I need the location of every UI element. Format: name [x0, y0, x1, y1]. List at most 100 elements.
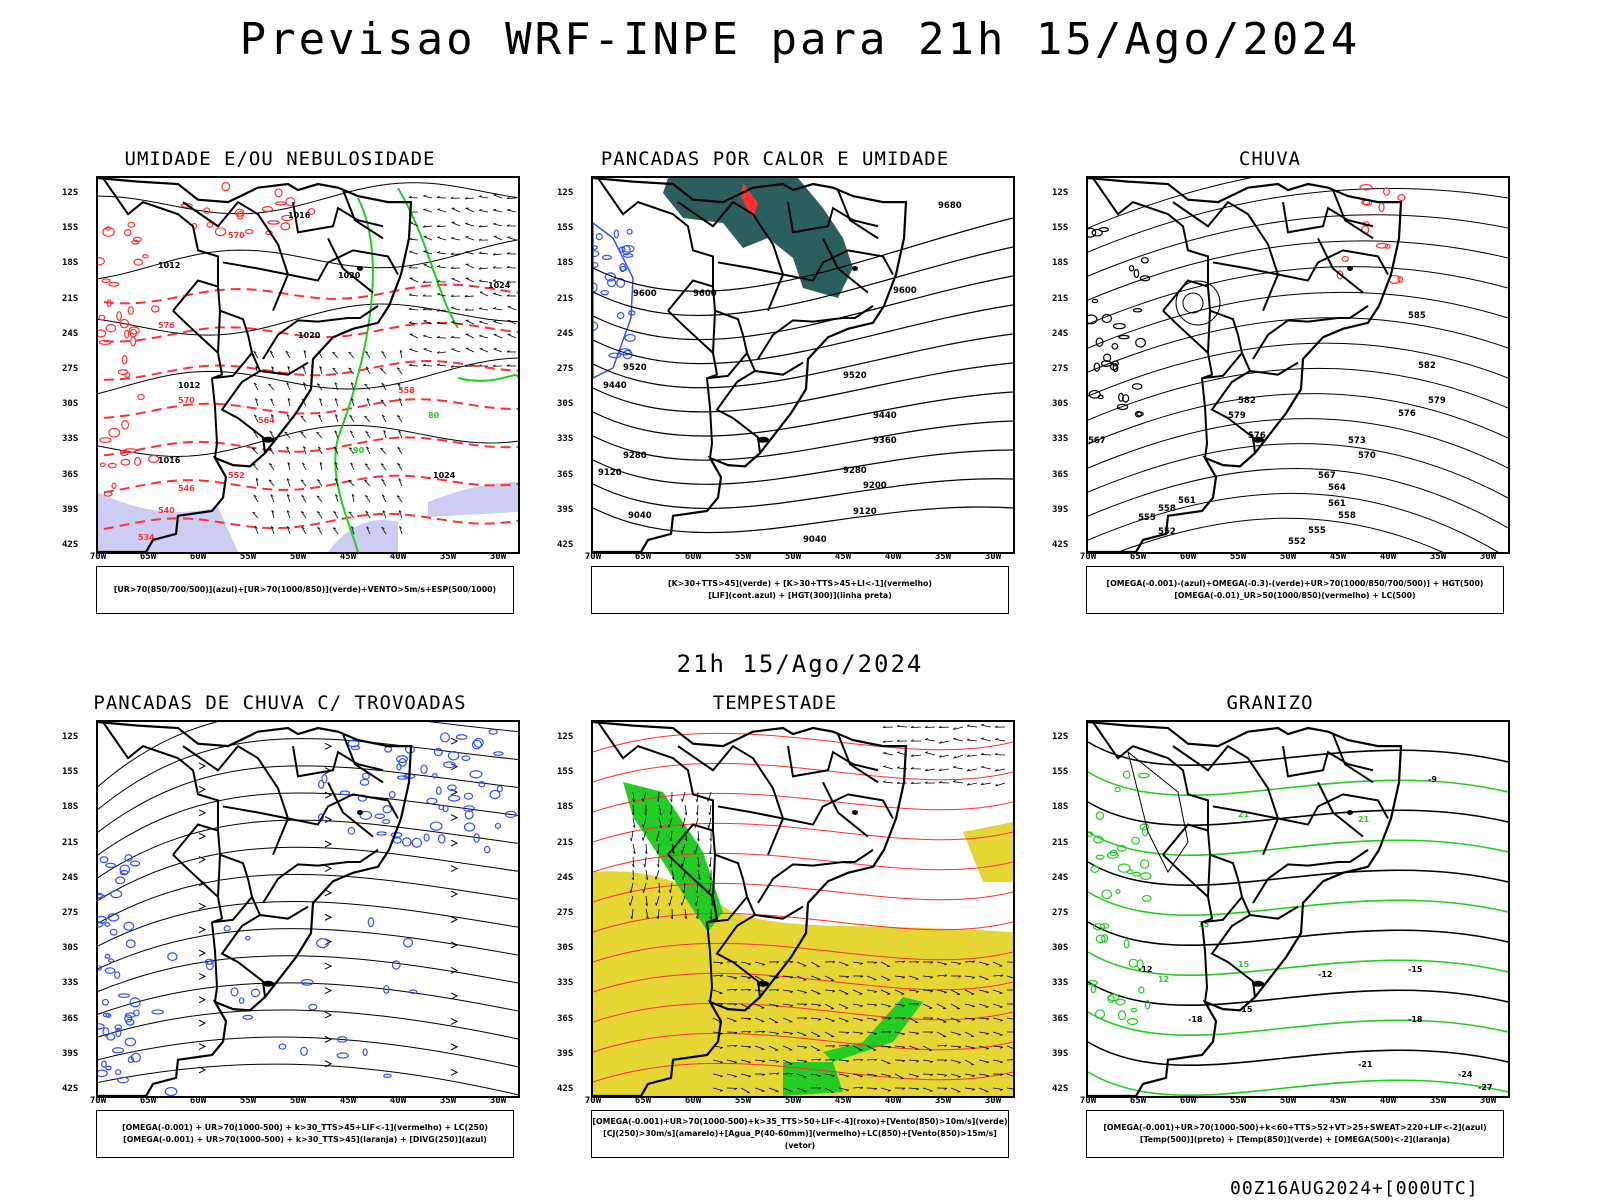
svg-text:1016: 1016 — [288, 211, 311, 220]
svg-text:564: 564 — [258, 416, 275, 425]
lat-tick-label: 33S — [62, 434, 79, 445]
lat-tick-label: 33S — [1052, 978, 1069, 989]
svg-text:1016: 1016 — [158, 456, 181, 465]
lat-tick-label: 30S — [62, 943, 79, 954]
svg-text:9600: 9600 — [633, 289, 657, 299]
svg-text:567: 567 — [1088, 436, 1106, 446]
lon-tick-label: 30W — [1479, 552, 1497, 562]
lon-tick-label: 60W — [189, 552, 207, 562]
lat-tick-label: 18S — [1052, 802, 1069, 813]
svg-text:570: 570 — [178, 396, 195, 405]
legend-line: [OMEGA(-0.01)_UR>50(1000/850)(vermelho) … — [1174, 591, 1416, 600]
lat-tick-label: 21S — [557, 837, 574, 848]
lat-tick-label: 21S — [557, 293, 574, 304]
svg-text:9360: 9360 — [873, 436, 897, 446]
map-canvas: 1012 1016 1012 1016 1020 1020 1024 1024 570 576 57… — [98, 178, 518, 552]
lat-tick-label: 42S — [62, 540, 79, 550]
lat-tick-label: 24S — [557, 328, 574, 339]
map-frame: 1012 1016 1012 1016 1020 1020 1024 1024 570 576 57… — [96, 176, 520, 554]
svg-text:9440: 9440 — [873, 411, 897, 421]
svg-text:1012: 1012 — [178, 381, 200, 390]
lon-tick-label: 40W — [884, 552, 902, 562]
map-frame: 585 582 579 576 573 570 567 564 561 558 555 552 582 5… — [1086, 176, 1510, 554]
lat-tick-label: 42S — [557, 1084, 574, 1094]
svg-text:558: 558 — [1158, 504, 1176, 514]
map-frame — [591, 720, 1015, 1098]
legend-line: [CJ(250)>30m/s](amarelo)+[Agua_P(40-60mm… — [603, 1129, 997, 1150]
lat-tick-label: 24S — [1052, 872, 1069, 883]
lon-tick-label: 45W — [339, 1096, 357, 1106]
lat-tick-label: 15S — [62, 767, 79, 778]
legend-line: [OMEGA(-0.001) + UR>70(1000-500) + k>30_… — [123, 1135, 487, 1144]
legend-line: [K>30+TTS>45](verde) + [K>30+TTS>45+LI<-… — [668, 579, 932, 588]
panel-title: PANCADAS DE CHUVA C/ TROVOADAS — [93, 692, 467, 714]
lon-tick-label: 60W — [684, 1096, 702, 1106]
lat-tick-label: 18S — [1052, 258, 1069, 269]
lat-tick-label: 33S — [557, 978, 574, 989]
lon-tick-label: 40W — [1379, 1096, 1397, 1106]
legend-line: [OMEGA(-0.001)+UR>70(1000-500)+k>35_TTS>… — [592, 1117, 1008, 1126]
lat-tick-label: 24S — [62, 872, 79, 883]
lat-tick-label: 36S — [557, 1013, 574, 1024]
svg-text:9440: 9440 — [603, 381, 627, 391]
svg-text:9280: 9280 — [623, 451, 647, 461]
svg-text:582: 582 — [1238, 396, 1256, 406]
lat-tick-label: 18S — [62, 258, 79, 269]
lon-tick-label: 35W — [439, 552, 457, 562]
lon-tick-label: 40W — [884, 1096, 902, 1106]
lon-tick-label: 50W — [1279, 1096, 1297, 1106]
lat-tick-label: 27S — [62, 908, 79, 918]
panel-legend: [OMEGA(-0.001) + UR>70(1000-500) + k>30_… — [96, 1110, 514, 1158]
lon-tick-label: 45W — [339, 552, 357, 562]
lon-tick-label: 55W — [734, 1096, 752, 1106]
lat-tick-label: 27S — [557, 364, 574, 374]
lon-tick-label: 70W — [89, 552, 107, 562]
lon-tick-label: 45W — [1329, 1096, 1347, 1106]
lon-tick-label: 70W — [1079, 552, 1097, 562]
lat-tick-label: 39S — [557, 504, 574, 515]
map-frame — [96, 720, 520, 1098]
run-timestamp: 00Z16AUG2024+[000UTC] — [1230, 1178, 1479, 1199]
panel-title: PANCADAS POR CALOR E UMIDADE — [600, 148, 950, 170]
lon-tick-label: 70W — [1079, 1096, 1097, 1106]
svg-text:12: 12 — [1158, 975, 1169, 984]
panel-title: CHUVA — [1238, 148, 1302, 170]
legend-line: [UR>70(850/700/500)](azul)+[UR>70(1000/8… — [113, 585, 497, 594]
lat-tick-label: 15S — [62, 223, 79, 234]
panel-title: UMIDADE E/OU NEBULOSIDADE — [124, 148, 436, 170]
svg-text:9120: 9120 — [598, 468, 622, 478]
lon-tick-label: 65W — [634, 552, 652, 562]
svg-text:552: 552 — [228, 471, 245, 480]
lat-tick-label: 42S — [1052, 540, 1069, 550]
lon-tick-label: 50W — [784, 552, 802, 562]
svg-text:9600: 9600 — [893, 286, 917, 296]
svg-text:558: 558 — [398, 386, 415, 395]
svg-text:576: 576 — [1248, 431, 1266, 441]
forecast-time-title: 21h 15/Ago/2024 — [676, 650, 924, 678]
lon-tick-label: 70W — [89, 1096, 107, 1106]
lat-tick-label: 18S — [62, 802, 79, 813]
lon-tick-label: 60W — [1179, 1096, 1197, 1106]
svg-text:-12: -12 — [1318, 970, 1332, 979]
lon-tick-label: 35W — [934, 552, 952, 562]
lon-tick-label: 65W — [1129, 552, 1147, 562]
svg-text:546: 546 — [178, 484, 195, 493]
lon-tick-label: 55W — [239, 552, 257, 562]
svg-text:561: 561 — [1178, 496, 1196, 506]
lat-tick-label: 15S — [557, 767, 574, 778]
lat-tick-label: 21S — [1052, 837, 1069, 848]
lat-tick-label: 24S — [62, 328, 79, 339]
lon-tick-label: 55W — [1229, 1096, 1247, 1106]
svg-text:-18: -18 — [1188, 1015, 1203, 1024]
panel-umidade: UMIDADE E/OU NEBULOSIDADE 12S 15S 18S 21S 24S… — [40, 148, 520, 628]
panel-chuva: CHUVA 12S 15S 18S 21S 24S 27S 30S 33S 36S 39S 42S 70… — [1030, 148, 1510, 628]
lon-tick-label: 40W — [389, 1096, 407, 1106]
svg-text:-9: -9 — [1428, 775, 1437, 784]
legend-line: [Temp(500)](preto) + [Temp(850)](verde) … — [1139, 1135, 1451, 1144]
panel-legend: [OMEGA(-0.001)+UR>70(1000-500)+k<60+TTS>… — [1086, 1110, 1504, 1158]
svg-text:-18: -18 — [1408, 1015, 1423, 1024]
lat-tick-label: 21S — [1052, 293, 1069, 304]
map-canvas — [593, 722, 1013, 1096]
lon-tick-label: 70W — [584, 552, 602, 562]
svg-text:-12: -12 — [1138, 965, 1152, 974]
